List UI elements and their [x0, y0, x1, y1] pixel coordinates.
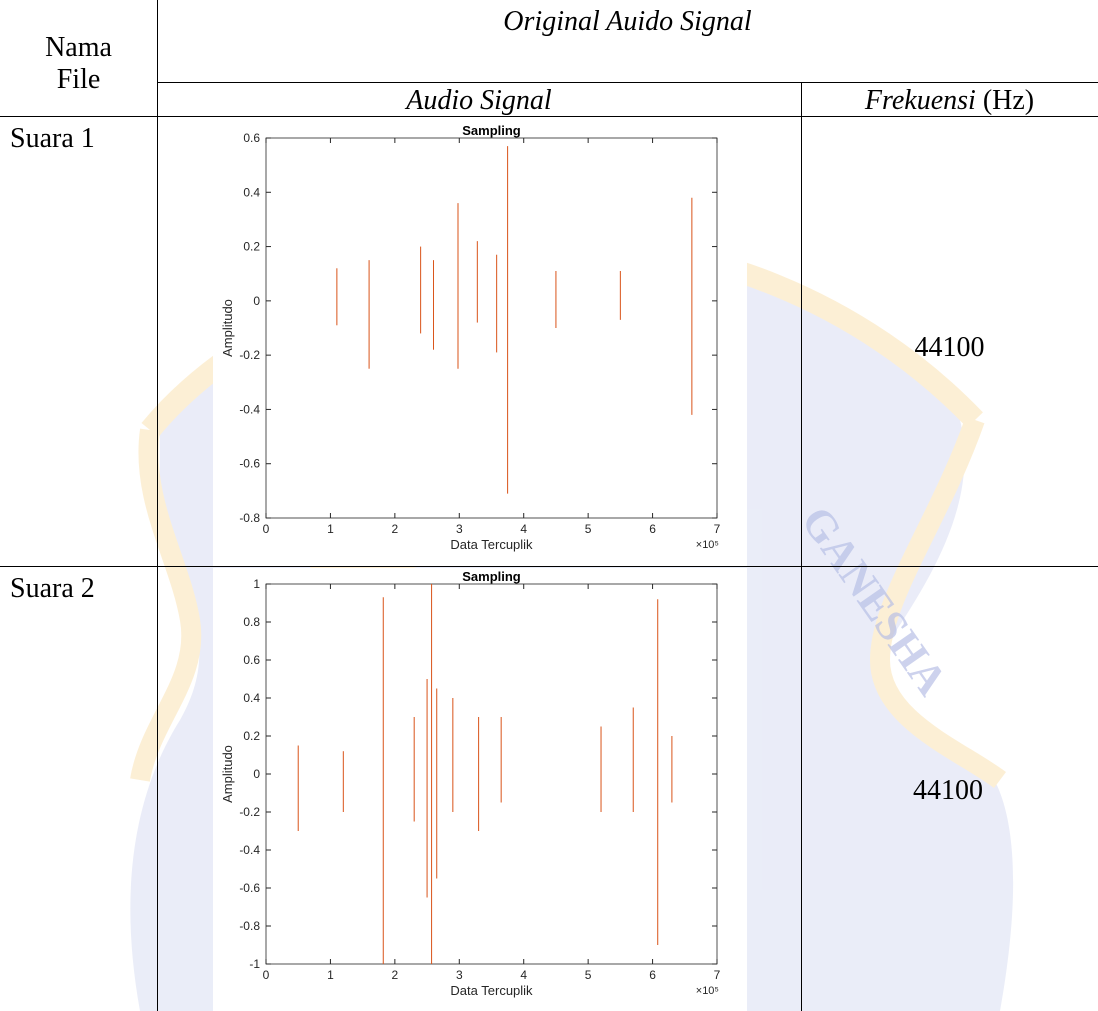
row2-file-name: Suara 2 — [10, 573, 95, 604]
y-tick-label: -0.4 — [239, 402, 260, 416]
y-tick-label: 0.2 — [243, 240, 260, 254]
plot-area — [265, 137, 718, 519]
x-tick-label: 3 — [456, 522, 463, 536]
y-axis-label: Amplitudo — [220, 299, 235, 357]
x-tick-label: 7 — [714, 522, 721, 536]
x-tick-label: 2 — [392, 968, 399, 982]
y-tick-label: 0.4 — [243, 185, 260, 199]
x-tick-label: 4 — [520, 522, 527, 536]
x-tick-label: 0 — [263, 522, 270, 536]
chart-title: Sampling — [462, 123, 521, 138]
y-tick-label: -0.2 — [239, 348, 260, 362]
x-tick-label: 0 — [263, 968, 270, 982]
chart-suara-1: 0 1 2 3 4 5 6 7 -0.8 -0.6 -0.4 -0.2 0 0.2 0.4 0.6 Sampli… — [213, 118, 747, 566]
x-tick-label: 7 — [714, 968, 721, 982]
header-frequency-label: Frekuensi — [864, 85, 976, 116]
x-tick-label: 4 — [520, 968, 527, 982]
x-tick-label: 5 — [585, 522, 592, 536]
y-tick-label: 0.6 — [243, 653, 260, 667]
y-tick-label: 0 — [253, 294, 260, 308]
row1-file-name: Suara 1 — [10, 123, 95, 154]
header-name-file: Nama File — [45, 32, 112, 95]
x-axis-label: Data Tercuplik — [450, 537, 533, 552]
x-tick-label: 2 — [392, 522, 399, 536]
plot-area — [265, 583, 718, 965]
x-axis-multiplier: ×10⁵ — [696, 539, 719, 551]
signal-series — [297, 584, 673, 964]
y-tick-label: 0.2 — [243, 729, 260, 743]
y-tick-label: 0.4 — [243, 691, 260, 705]
x-axis-label: Data Tercuplik — [450, 983, 533, 998]
x-axis-multiplier: ×10⁵ — [696, 985, 719, 997]
row2-frequency: 44100 — [913, 775, 983, 806]
header-group-title: Original Auido Signal — [503, 6, 752, 37]
header-audio-signal: Audio Signal — [406, 85, 552, 116]
y-tick-label: -0.8 — [239, 919, 260, 933]
x-tick-label: 5 — [585, 968, 592, 982]
x-tick-label: 1 — [327, 968, 334, 982]
y-tick-label: 0.8 — [243, 615, 260, 629]
signal-series — [336, 146, 693, 494]
x-tick-label: 6 — [649, 522, 656, 536]
y-tick-label: 0 — [253, 767, 260, 781]
y-tick-label: 1 — [253, 577, 260, 591]
chart-suara-1-svg: 0 1 2 3 4 5 6 7 -0.8 -0.6 -0.4 -0.2 0 0.2 0.4 0.6 Sampli… — [220, 123, 721, 552]
y-tick-label: -0.8 — [239, 511, 260, 525]
y-tick-label: 0.6 — [243, 131, 260, 145]
y-tick-label: -0.6 — [239, 457, 260, 471]
x-tick-label: 1 — [327, 522, 334, 536]
header-frequency-unit: (Hz) — [982, 85, 1035, 116]
x-tick-label: 6 — [649, 968, 656, 982]
y-axis-label: Amplitudo — [220, 745, 235, 803]
header-frequency: Frekuensi (Hz) — [801, 85, 1098, 117]
x-tick-label: 3 — [456, 968, 463, 982]
y-tick-label: -0.2 — [239, 805, 260, 819]
y-tick-label: -1 — [249, 957, 260, 971]
chart-suara-2-svg: 0 1 2 3 4 5 6 7 -1 -0.8 -0.6 -0.4 -0.2 0 0.2 0.4 0.6 0.8 1… — [220, 569, 721, 998]
row1-frequency: 44100 — [914, 332, 985, 363]
y-tick-label: -0.6 — [239, 881, 260, 895]
chart-suara-2: 0 1 2 3 4 5 6 7 -1 -0.8 -0.6 -0.4 -0.2 0 0.2 0.4 0.6 0.8 1… — [213, 568, 747, 1011]
y-tick-label: -0.4 — [239, 843, 260, 857]
chart-title: Sampling — [462, 569, 521, 584]
